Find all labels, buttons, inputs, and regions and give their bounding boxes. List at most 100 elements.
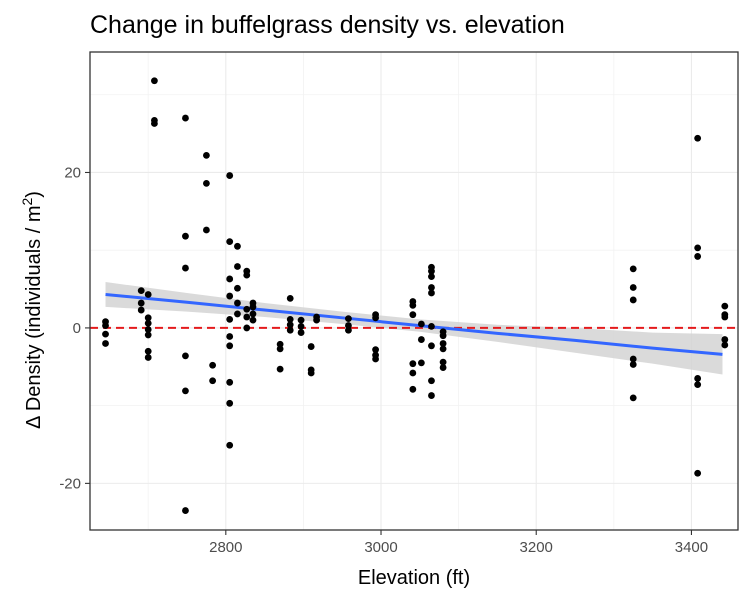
data-point (694, 244, 702, 252)
y-axis-title: Δ Density (individuals / m2) (19, 191, 45, 429)
chart-title: Change in buffelgrass density vs. elevat… (90, 11, 565, 39)
y-tick-label: 20 (64, 164, 81, 181)
data-point (629, 296, 637, 304)
data-point (417, 336, 425, 343)
data-point (144, 319, 152, 327)
data-point (428, 273, 435, 281)
data-point (182, 507, 189, 514)
data-point (409, 311, 417, 319)
x-tick-label: 3400 (675, 539, 708, 556)
data-point (721, 313, 729, 321)
data-point (345, 326, 352, 334)
y-tick-label: 0 (73, 320, 81, 337)
data-point (144, 326, 152, 333)
data-point (428, 377, 435, 385)
data-point (144, 314, 152, 322)
data-point (226, 333, 234, 340)
data-point (137, 299, 145, 307)
data-point (243, 305, 251, 313)
data-point (203, 179, 210, 187)
data-point (276, 365, 284, 373)
data-point (439, 364, 447, 371)
confidence-band (105, 282, 723, 375)
data-point (428, 267, 435, 275)
data-point (307, 369, 315, 377)
y-axis: -20 0 20 (59, 164, 90, 492)
x-tick-label: 3000 (364, 539, 397, 556)
data-point (226, 399, 234, 407)
data-point (409, 369, 417, 377)
y-axis-title-close: ) (23, 191, 45, 198)
data-point (417, 359, 425, 367)
y-tick-label: -20 (59, 475, 81, 492)
data-point (313, 316, 321, 324)
data-point (297, 316, 305, 324)
data-point (286, 315, 294, 323)
data-point (226, 238, 234, 246)
data-point (209, 377, 217, 385)
data-point (629, 284, 637, 291)
data-point (234, 263, 241, 270)
data-point (226, 315, 234, 323)
data-point (243, 313, 251, 321)
data-point (182, 232, 189, 240)
data-point (243, 271, 251, 279)
data-point (694, 253, 702, 260)
data-point (203, 226, 210, 234)
data-point (102, 330, 109, 338)
data-point (144, 331, 152, 339)
data-point (428, 392, 435, 399)
data-point (286, 294, 294, 302)
plot-panel (89, 51, 739, 531)
data-point (439, 345, 447, 353)
data-point (226, 342, 234, 350)
data-point (243, 324, 251, 332)
data-point (694, 469, 702, 477)
data-point (345, 322, 352, 329)
data-point (182, 387, 189, 395)
data-point (417, 320, 425, 328)
data-point (151, 77, 158, 85)
data-point (297, 329, 305, 336)
data-point (428, 284, 435, 291)
data-point (629, 355, 637, 363)
data-point (721, 336, 729, 343)
data-point (144, 347, 152, 355)
data-point (439, 358, 447, 366)
data-point (137, 306, 145, 314)
x-axis-title: Elevation (ft) (358, 567, 470, 589)
data-point (428, 289, 435, 297)
data-point (226, 172, 234, 179)
y-axis-title-text: Δ Density (individuals / m (23, 206, 45, 429)
data-point (286, 326, 294, 334)
data-point (297, 322, 305, 330)
data-point (345, 315, 352, 322)
data-point (694, 381, 702, 389)
data-point (409, 360, 417, 368)
data-point (428, 342, 435, 350)
x-axis: 2800 3000 3200 3400 (209, 530, 708, 556)
data-point (182, 114, 189, 122)
data-point (249, 303, 257, 311)
data-point (234, 299, 241, 307)
panel-border (89, 51, 739, 531)
data-point (234, 310, 241, 318)
data-point (439, 332, 447, 340)
data-point (226, 378, 234, 386)
data-point (694, 134, 702, 142)
data-point (629, 394, 637, 402)
data-point (721, 341, 729, 349)
data-point (209, 361, 217, 369)
data-point (144, 291, 152, 298)
data-point (372, 314, 379, 322)
data-point (409, 301, 417, 309)
data-point (226, 441, 234, 449)
data-point (721, 302, 729, 310)
data-point (226, 292, 234, 300)
data-point (286, 321, 294, 329)
data-point (629, 361, 637, 368)
data-points (102, 77, 729, 514)
data-point (249, 316, 257, 324)
x-tick-label: 3200 (520, 539, 553, 556)
